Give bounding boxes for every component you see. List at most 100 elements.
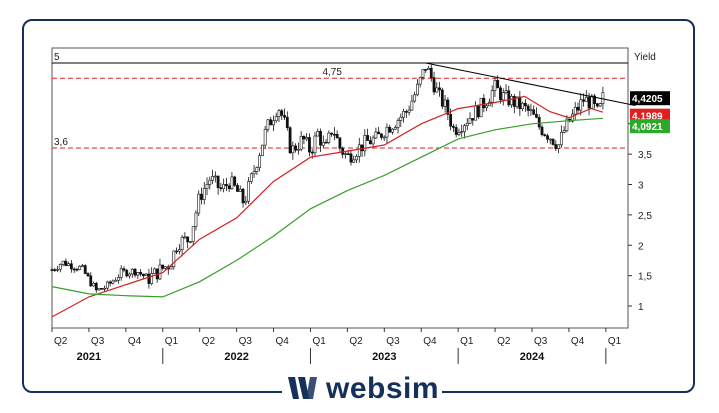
candle-body: [310, 151, 314, 154]
candle-body: [363, 135, 367, 152]
candle-body: [136, 272, 140, 276]
candle-body: [280, 110, 284, 116]
candle-body: [308, 137, 311, 153]
candle-body: [258, 155, 262, 168]
candle-body: [388, 126, 392, 133]
candle-body: [205, 184, 209, 189]
candle-body: [189, 241, 192, 243]
candle-body: [490, 90, 494, 103]
reference-line-label: 3,6: [54, 137, 68, 148]
candle-body: [175, 250, 178, 253]
candle-body: [324, 141, 328, 144]
candle-body: [50, 269, 54, 271]
candle-body: [440, 89, 444, 107]
candle-body: [291, 145, 295, 154]
candle-body: [476, 105, 480, 118]
candle-body: [518, 96, 522, 110]
candle-body: [601, 92, 605, 104]
candle-body: [285, 116, 289, 128]
candle-body: [515, 96, 519, 107]
moving-average-line: [51, 95, 604, 318]
candle-body: [479, 97, 483, 118]
candle-body: [92, 282, 95, 287]
candle-body: [53, 269, 57, 271]
candle-body: [565, 118, 569, 132]
candle-body: [255, 167, 259, 172]
candle-body: [335, 133, 339, 139]
x-tick-label: Q4: [571, 336, 585, 347]
candle-body: [236, 185, 239, 192]
candle-body: [504, 90, 508, 93]
candle-body: [562, 130, 566, 133]
candle-body: [319, 131, 322, 146]
candle-body: [219, 187, 223, 189]
candle-body: [108, 281, 112, 284]
last-value-badge: [630, 91, 670, 106]
candle-body: [111, 280, 115, 284]
candle-body: [424, 69, 428, 71]
candle-body: [130, 268, 134, 275]
candle-body: [230, 176, 234, 190]
y-tick-label: 3: [638, 181, 644, 192]
candle-body: [183, 236, 187, 239]
candle-body: [432, 77, 436, 93]
candle-body: [238, 188, 242, 192]
candle-body: [344, 153, 347, 155]
candle-body: [144, 273, 148, 277]
candle-body: [338, 137, 342, 149]
candle-body: [202, 188, 206, 200]
candle-body: [438, 87, 441, 91]
candle-body: [313, 135, 317, 154]
candle-body: [125, 269, 129, 277]
moving-average-line: [51, 117, 603, 298]
candle-body: [211, 176, 214, 181]
candle-body: [485, 105, 489, 109]
candle-body: [427, 67, 430, 70]
candle-body: [410, 100, 414, 111]
y-tick-label: 1,5: [638, 272, 652, 283]
candle-body: [402, 111, 405, 118]
candle-body: [529, 109, 533, 112]
candle-body: [493, 80, 497, 91]
x-tick-label: Q1: [312, 336, 326, 347]
brand-logo: websim: [282, 372, 442, 406]
candle-body: [349, 153, 353, 163]
candle-body: [200, 193, 203, 200]
candle-body: [429, 67, 433, 78]
candle-body: [216, 175, 220, 188]
candle-body: [141, 273, 145, 277]
x-year-label: 2023: [372, 351, 396, 363]
candle-body: [584, 96, 588, 102]
candle-body: [559, 132, 563, 146]
candle-body: [482, 97, 486, 109]
candle-body: [105, 281, 109, 289]
candle-body: [579, 99, 583, 111]
candle-body: [225, 184, 228, 187]
candle-body: [443, 99, 447, 107]
candle-body: [521, 102, 525, 110]
candle-body: [377, 131, 381, 135]
candle-body: [540, 126, 544, 136]
reference-line-label: 4,75: [322, 67, 342, 78]
y-axis-title: Yield: [634, 52, 656, 63]
candle-body: [507, 90, 511, 106]
candle-body: [164, 266, 167, 269]
candle-body: [510, 96, 513, 106]
candle-body: [590, 95, 594, 109]
chart-frame: [22, 19, 695, 393]
candle-body: [418, 77, 422, 85]
candle-body: [471, 118, 475, 121]
candle-body: [75, 268, 79, 271]
y-tick-label: 1: [638, 302, 644, 313]
candle-body: [128, 273, 131, 277]
trend-line: [425, 62, 636, 107]
y-tick-label: 2: [638, 241, 644, 252]
candle-body: [64, 260, 68, 266]
candle-body: [587, 96, 591, 109]
candle-body: [346, 153, 350, 155]
candle-body: [208, 179, 212, 185]
candle-body: [263, 128, 267, 146]
x-tick-label: Q4: [276, 336, 290, 347]
candle-body: [454, 127, 458, 135]
